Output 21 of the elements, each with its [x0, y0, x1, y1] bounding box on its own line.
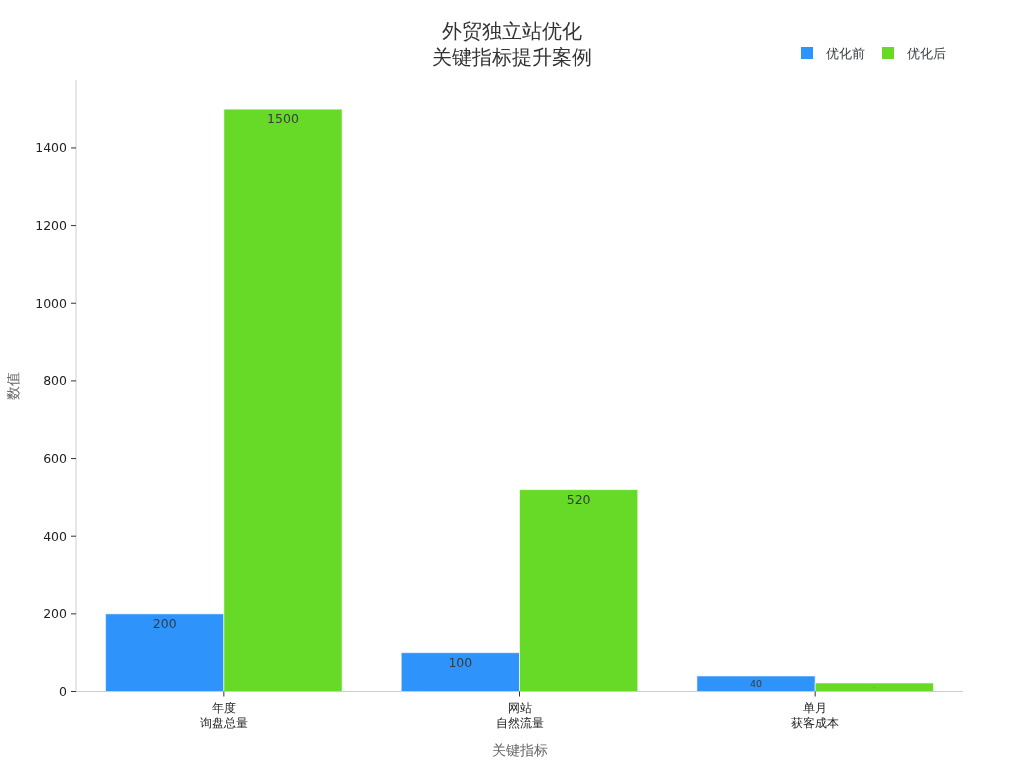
- ytick-label: 800: [43, 373, 67, 389]
- ytick-label: 200: [43, 606, 67, 622]
- data-label: 1500: [267, 111, 299, 127]
- data-label: 40: [750, 678, 763, 690]
- ytick-label: 1200: [35, 218, 67, 234]
- ytick-label: 0: [59, 684, 67, 699]
- title: 外贸独立站优化关键指标提升案例: [432, 19, 592, 69]
- ytick-label: 1000: [35, 295, 67, 311]
- xtick-label: 网站自然流量: [495, 700, 544, 730]
- legend-label: 优化后: [907, 45, 946, 61]
- ytick-label: 600: [43, 451, 67, 467]
- ylabel: 数值: [5, 371, 21, 400]
- xtick-label: 年度询盘总量: [199, 700, 248, 730]
- xtick-label: 单月获客成本: [791, 700, 840, 730]
- data-label: 520: [566, 491, 591, 507]
- xlabel: 关键指标: [491, 742, 548, 758]
- data-label: 100: [448, 654, 473, 670]
- legend-label: 优化前: [826, 45, 865, 61]
- data-label: 200: [152, 615, 177, 631]
- ytick-label: 400: [43, 528, 67, 544]
- ytick-label: 1400: [35, 140, 67, 156]
